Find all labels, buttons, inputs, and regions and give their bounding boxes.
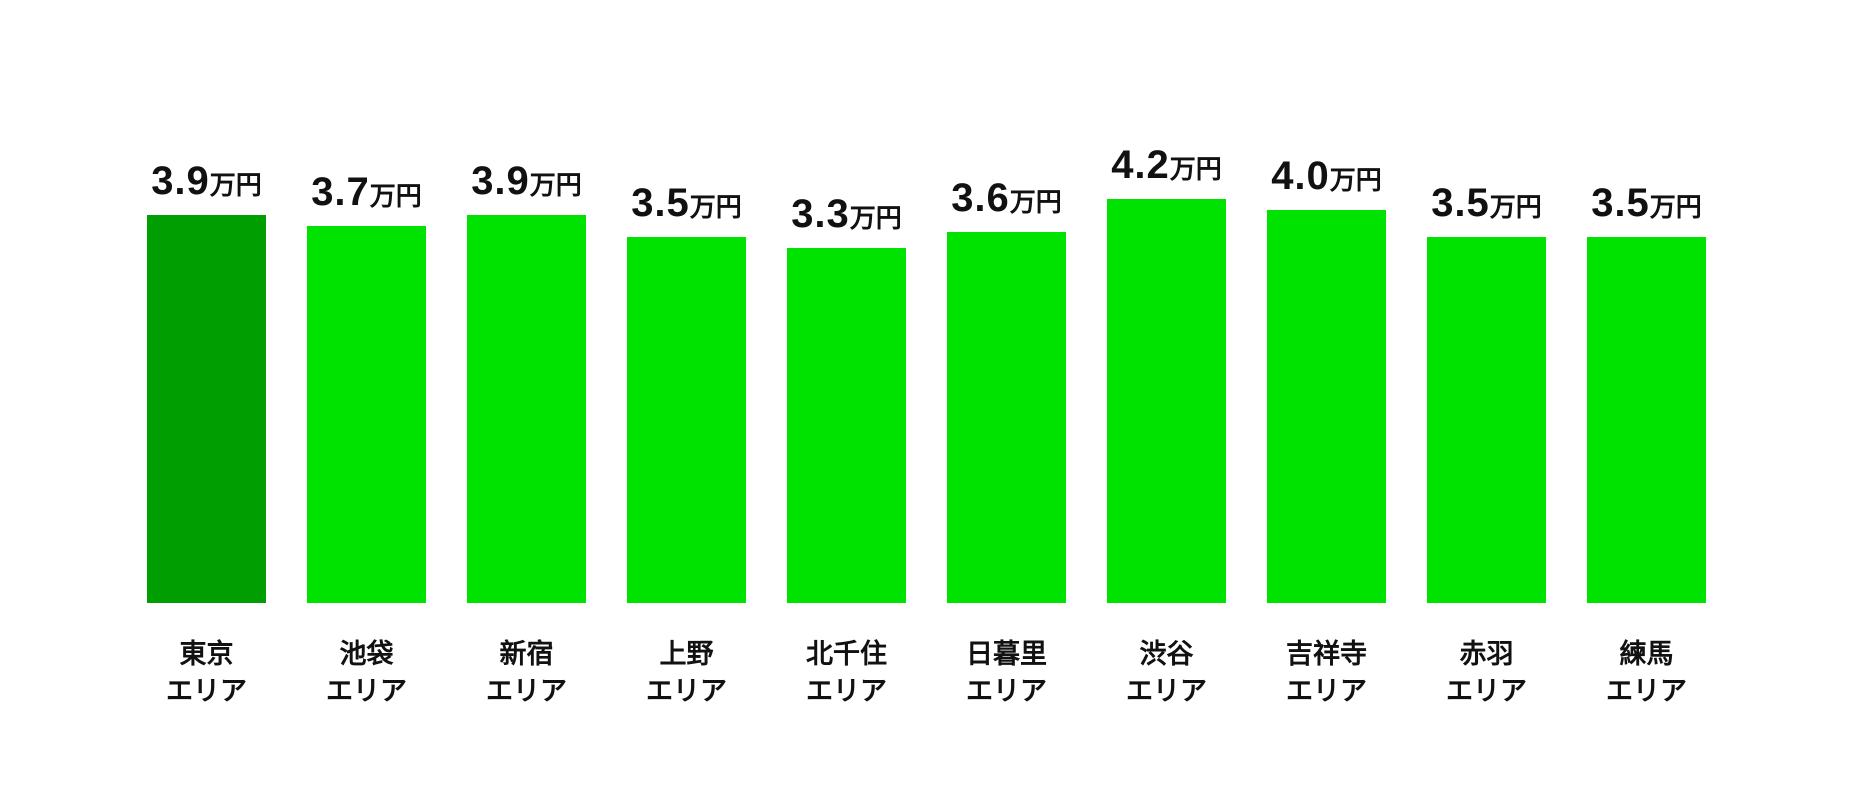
bar-value-number: 3.9	[151, 159, 210, 203]
bar	[947, 232, 1066, 603]
bar-value-unit: 万円	[1009, 187, 1062, 217]
bar-category-label: 渋谷 エリア	[1126, 603, 1207, 794]
bar-value-number: 4.0	[1271, 154, 1330, 198]
bar-category-name: 吉祥寺	[1286, 639, 1367, 669]
bar-column: 3.3万円北千住エリア	[787, 0, 906, 794]
bar-category-suffix: エリア	[1126, 676, 1207, 706]
bar-value-label: 3.5万円	[1591, 183, 1702, 223]
bar-column: 3.7万円池袋エリア	[307, 0, 426, 794]
bar-value-number: 3.5	[1591, 181, 1650, 225]
bar-category-label: 練馬 エリア	[1606, 603, 1687, 794]
bar-category-name: 練馬	[1619, 639, 1674, 669]
bar-column: 3.5万円赤羽エリア	[1427, 0, 1546, 794]
bar-value-label: 3.5万円	[1431, 183, 1542, 223]
bar-value-unit: 万円	[849, 203, 902, 233]
bar-column: 4.2万円渋谷エリア	[1107, 0, 1226, 794]
bar-value-number: 3.7	[311, 170, 370, 214]
bar-category-name: 上野	[659, 639, 714, 669]
bar-category-label: 北千住 エリア	[806, 603, 887, 794]
bar-category-suffix: エリア	[806, 676, 887, 706]
bar-category-suffix: エリア	[1446, 676, 1527, 706]
bar-category-suffix: エリア	[966, 676, 1047, 706]
bar-value-number: 3.5	[1431, 181, 1490, 225]
bar	[467, 215, 586, 603]
bar-column: 3.5万円練馬エリア	[1587, 0, 1706, 794]
bar-value-unit: 万円	[689, 192, 742, 222]
bar-category-label: 吉祥寺 エリア	[1286, 603, 1367, 794]
bar	[1587, 237, 1706, 603]
bar-value-unit: 万円	[369, 181, 422, 211]
bar	[1427, 237, 1546, 603]
bar-value-unit: 万円	[1329, 165, 1382, 195]
bar-value-number: 3.9	[471, 159, 530, 203]
bar-category-name: 日暮里	[966, 639, 1047, 669]
bar-value-label: 4.2万円	[1111, 145, 1222, 185]
bar-value-label: 3.7万円	[311, 172, 422, 212]
bar-category-label: 赤羽 エリア	[1446, 603, 1527, 794]
bar	[147, 215, 266, 603]
bar-column: 3.9万円新宿エリア	[467, 0, 586, 794]
bar-value-number: 3.5	[631, 181, 690, 225]
bar-value-unit: 万円	[1649, 192, 1702, 222]
bar-category-suffix: エリア	[1606, 676, 1687, 706]
bar-category-name: 渋谷	[1139, 639, 1194, 669]
bar-value-label: 3.9万円	[471, 161, 582, 201]
bar-category-suffix: エリア	[1286, 676, 1367, 706]
bar-category-name: 東京	[179, 639, 234, 669]
bar-value-number: 3.6	[951, 176, 1010, 220]
bar	[1267, 210, 1386, 603]
bar-value-number: 3.3	[791, 192, 850, 236]
bar-category-name: 赤羽	[1459, 639, 1514, 669]
bar-category-label: 東京 エリア	[166, 603, 247, 794]
bar-value-unit: 万円	[209, 170, 262, 200]
bar-value-label: 3.9万円	[151, 161, 262, 201]
bar-category-label: 上野 エリア	[646, 603, 727, 794]
bar-category-suffix: エリア	[166, 676, 247, 706]
bar-category-label: 池袋 エリア	[326, 603, 407, 794]
bar-column: 3.9万円東京エリア	[147, 0, 266, 794]
bar-value-label: 3.5万円	[631, 183, 742, 223]
bar-value-unit: 万円	[529, 170, 582, 200]
bar-category-label: 新宿 エリア	[486, 603, 567, 794]
bar-value-unit: 万円	[1489, 192, 1542, 222]
bar-value-label: 3.6万円	[951, 178, 1062, 218]
bar	[627, 237, 746, 603]
bar-column: 3.6万円日暮里エリア	[947, 0, 1066, 794]
bar	[1107, 199, 1226, 603]
bar-category-name: 新宿	[499, 639, 554, 669]
bar-category-suffix: エリア	[646, 676, 727, 706]
bar-category-suffix: エリア	[486, 676, 567, 706]
bar	[787, 248, 906, 603]
bar-category-label: 日暮里 エリア	[966, 603, 1047, 794]
bar-value-label: 4.0万円	[1271, 156, 1382, 196]
bar-value-unit: 万円	[1169, 154, 1222, 184]
bar-category-suffix: エリア	[326, 676, 407, 706]
bar-column: 4.0万円吉祥寺エリア	[1267, 0, 1386, 794]
bar-category-name: 北千住	[806, 639, 887, 669]
bar-value-label: 3.3万円	[791, 194, 902, 234]
bar	[307, 226, 426, 603]
bar-category-name: 池袋	[339, 639, 394, 669]
bar-value-number: 4.2	[1111, 143, 1170, 187]
bar-column: 3.5万円上野エリア	[627, 0, 746, 794]
